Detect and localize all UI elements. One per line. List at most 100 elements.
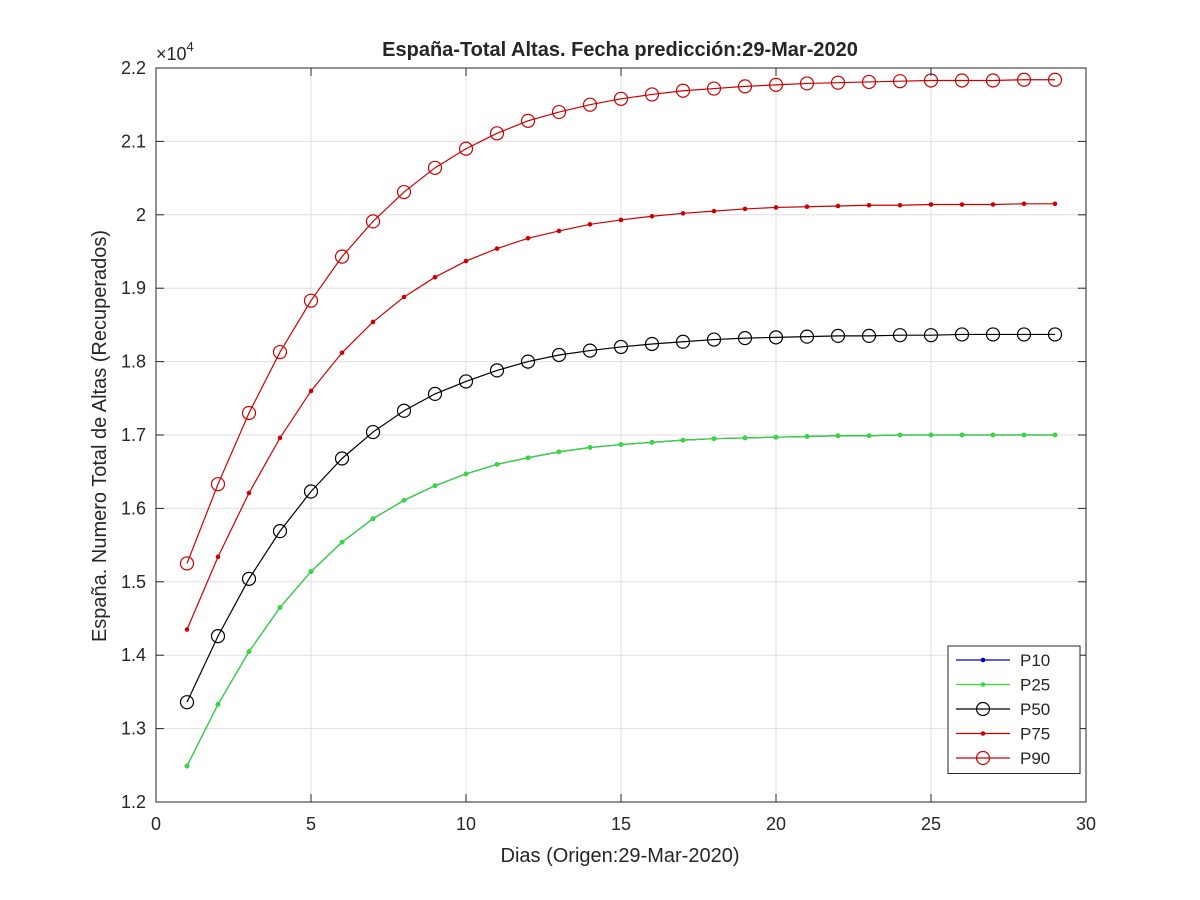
data-point xyxy=(985,73,1001,88)
legend-label: P50 xyxy=(1020,700,1050,719)
data-point xyxy=(463,471,469,477)
data-point xyxy=(990,432,996,438)
legend-box xyxy=(947,645,1081,774)
y-tick-label: 1.7 xyxy=(121,425,146,445)
data-point xyxy=(494,462,500,467)
data-point xyxy=(742,435,748,441)
data-point xyxy=(897,432,903,438)
data-point xyxy=(339,350,345,356)
data-point xyxy=(587,222,593,227)
data-point xyxy=(308,569,314,574)
data-point xyxy=(215,554,221,560)
data-point xyxy=(370,319,376,325)
x-tick-label: 20 xyxy=(766,814,786,834)
data-point xyxy=(830,75,846,90)
data-point xyxy=(773,434,779,440)
y-tick-label: 2.1 xyxy=(121,131,146,151)
data-point xyxy=(675,334,691,349)
data-point xyxy=(928,432,934,438)
data-point xyxy=(861,74,877,90)
data-point xyxy=(618,442,624,447)
data-point xyxy=(587,445,593,450)
data-point xyxy=(928,202,934,207)
data-point xyxy=(1021,201,1027,207)
data-point xyxy=(706,332,722,347)
legend-item-p25: P25 xyxy=(956,676,1050,695)
y-tick-label: 1.6 xyxy=(121,498,146,518)
data-point xyxy=(773,205,779,210)
legend-label: P90 xyxy=(1020,749,1050,768)
data-point xyxy=(985,327,1001,342)
data-point xyxy=(458,374,474,389)
data-point xyxy=(210,477,226,492)
y-tick-label: 2 xyxy=(136,205,146,225)
data-point xyxy=(494,246,500,251)
y-tick-label: 1.8 xyxy=(121,352,146,372)
x-tick-label: 5 xyxy=(306,814,316,834)
legend-marker xyxy=(975,701,991,717)
data-point xyxy=(804,204,810,210)
y-exponent-power: 4 xyxy=(187,39,194,54)
data-point xyxy=(892,74,908,89)
y-exponent-base: ×10 xyxy=(156,44,187,64)
data-point xyxy=(396,184,412,200)
y-tick-label: 2.2 xyxy=(121,58,146,78)
data-point xyxy=(613,339,629,355)
data-point xyxy=(954,73,970,88)
data-point xyxy=(489,126,505,141)
data-point xyxy=(489,363,505,378)
data-point xyxy=(1052,201,1058,207)
data-point xyxy=(830,328,846,344)
legend-marker xyxy=(980,682,986,687)
data-point xyxy=(365,214,381,229)
data-point xyxy=(768,77,784,92)
data-point xyxy=(432,483,438,488)
data-point xyxy=(649,213,655,219)
legend-label: P75 xyxy=(1020,725,1050,744)
data-point xyxy=(1016,72,1032,87)
data-point xyxy=(210,629,226,644)
data-point xyxy=(277,435,283,441)
x-tick-label: 0 xyxy=(151,814,161,834)
data-point xyxy=(246,649,252,654)
data-point xyxy=(799,76,815,91)
legend-label: P25 xyxy=(1020,676,1050,695)
data-point xyxy=(804,434,810,439)
data-point xyxy=(525,235,531,241)
data-point xyxy=(184,627,190,632)
data-point xyxy=(582,97,598,112)
data-point xyxy=(520,354,536,369)
series-p75 xyxy=(184,201,1058,632)
axes: 0 5 10 15 20 25 30 1.2 1.3 1.4 1.5 1.6 1.7 1.8 1.9 2 2.1… xyxy=(121,58,1096,834)
data-point xyxy=(1016,327,1032,342)
y-tick-label: 1.9 xyxy=(121,278,146,298)
series-p90 xyxy=(179,72,1063,571)
y-axis-label: España. Numero Total de Altas (Recuperad… xyxy=(89,230,111,642)
data-point xyxy=(866,202,872,208)
data-point xyxy=(582,343,598,358)
data-point xyxy=(551,347,567,363)
series-p25 xyxy=(184,432,1058,769)
x-axis-label: Dias (Origen:29-Mar-2020) xyxy=(501,845,740,867)
data-point xyxy=(737,79,753,94)
data-point xyxy=(897,202,903,208)
series-line-p50 xyxy=(186,333,1055,703)
data-point xyxy=(1021,432,1027,438)
data-point xyxy=(711,208,717,214)
data-point xyxy=(551,104,567,120)
data-point xyxy=(613,91,629,106)
data-point xyxy=(179,695,195,710)
legend-item-p90: P90 xyxy=(956,749,1050,768)
data-point xyxy=(742,206,748,212)
data-point xyxy=(675,83,691,98)
legend-label: P10 xyxy=(1020,651,1050,670)
data-point xyxy=(556,228,562,234)
x-tick-label: 30 xyxy=(1076,814,1096,834)
data-point xyxy=(396,403,412,418)
data-point xyxy=(618,217,624,223)
data-point xyxy=(401,498,407,503)
legend-marker xyxy=(980,657,986,663)
data-point xyxy=(272,344,288,360)
data-point xyxy=(184,763,190,769)
chart-title: España-Total Altas. Fecha predicción:29-… xyxy=(382,39,858,61)
